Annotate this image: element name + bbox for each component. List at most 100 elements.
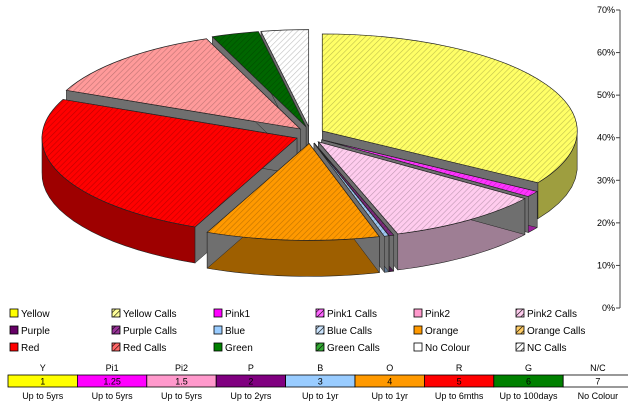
table-code: B xyxy=(317,363,323,373)
table-period: Up to 100days xyxy=(499,391,558,401)
legend-item: Purple xyxy=(9,325,50,337)
legend-item: Yellow xyxy=(9,308,50,320)
legend-item: Orange xyxy=(413,325,459,337)
table-value: 2 xyxy=(248,377,253,387)
legend: Yellow Yellow Calls Pink1 Pink1 Calls Pink2 P… xyxy=(9,308,585,354)
legend-swatch xyxy=(9,325,19,335)
legend-label: Pink2 Calls xyxy=(527,309,577,320)
table-value: 1.25 xyxy=(103,377,121,387)
legend-swatch xyxy=(9,308,19,318)
table-code: Y xyxy=(40,363,46,373)
legend-label: Red Calls xyxy=(123,343,166,354)
legend-item: No Colour xyxy=(413,342,471,354)
legend-label: No Colour xyxy=(425,343,471,354)
legend-label: Purple Calls xyxy=(123,326,177,337)
table-color-cell xyxy=(562,374,628,388)
legend-swatch-hatch xyxy=(112,326,120,334)
legend-item: Yellow Calls xyxy=(111,308,177,320)
legend-label: Green xyxy=(225,343,253,354)
legend-swatch xyxy=(213,342,223,352)
table-value: 1 xyxy=(40,377,45,387)
table-value: 6 xyxy=(526,377,531,387)
legend-label: NC Calls xyxy=(527,343,566,354)
legend-item: Orange Calls xyxy=(515,325,585,337)
axis-tick-label: 60% xyxy=(597,48,615,58)
table-period: No Colour xyxy=(578,391,619,401)
legend-swatch-hatch xyxy=(112,309,120,317)
legend-item: Red xyxy=(9,342,39,354)
table-code: O xyxy=(386,363,393,373)
legend-swatch xyxy=(413,342,423,352)
table-code: Pi2 xyxy=(175,363,188,373)
legend-item: Red Calls xyxy=(111,342,166,354)
legend-label: Green Calls xyxy=(327,343,380,354)
legend-swatch xyxy=(9,342,19,352)
table-period: Up to 5yrs xyxy=(92,391,134,401)
legend-item: Pink2 Calls xyxy=(515,308,577,320)
legend-item: Green xyxy=(213,342,253,354)
table-period: Up to 5yrs xyxy=(22,391,64,401)
table-code: R xyxy=(456,363,463,373)
table-value: 4 xyxy=(387,377,392,387)
legend-item: Blue xyxy=(213,325,245,337)
axis-tick-label: 50% xyxy=(597,90,615,100)
legend-label: Blue Calls xyxy=(327,326,372,337)
legend-label: Yellow xyxy=(21,309,50,320)
table-value: 5 xyxy=(457,377,462,387)
table-code: Pi1 xyxy=(106,363,119,373)
axis-tick-label: 10% xyxy=(597,260,615,270)
axis-tick-label: 70% xyxy=(597,5,615,15)
legend-item: Pink2 xyxy=(413,308,450,320)
axis-tick-label: 0% xyxy=(602,303,615,313)
table-code: P xyxy=(248,363,254,373)
pie-slice-hatch xyxy=(318,141,525,234)
pie-slice-hatch xyxy=(207,143,380,241)
legend-item: Purple Calls xyxy=(111,325,177,337)
legend-item: NC Calls xyxy=(515,342,566,354)
legend-swatch-hatch xyxy=(516,309,524,317)
legend-label: Yellow Calls xyxy=(123,309,177,320)
table-period: Up to 1yr xyxy=(371,391,408,401)
pie-slice-hatch xyxy=(314,143,394,236)
legend-label: Pink1 xyxy=(225,309,250,320)
pie-slice-hatch xyxy=(321,139,538,197)
legend-label: Pink2 xyxy=(425,309,450,320)
pie-slice-hatch xyxy=(322,33,578,183)
legend-label: Purple xyxy=(21,326,50,337)
legend-item: Blue Calls xyxy=(315,325,372,337)
legend-swatch xyxy=(413,308,423,318)
pie-slice-hatch xyxy=(66,38,301,129)
legend-swatch-hatch xyxy=(516,343,524,351)
legend-item: Pink1 Calls xyxy=(315,308,377,320)
table-period: Up to 2yrs xyxy=(230,391,272,401)
table-value: 3 xyxy=(318,377,323,387)
legend-swatch-hatch xyxy=(316,309,324,317)
legend-label: Orange Calls xyxy=(527,326,585,337)
legend-swatch-hatch xyxy=(112,343,120,351)
percent-axis: 0% 10% 20% 30% 40% 50% 60% 70% xyxy=(597,5,621,313)
axis-tick-label: 20% xyxy=(597,218,615,228)
color-code-table: Y 1 Up to 5yrs Pi1 1.25 Up to 5yrs Pi2 1.5 Up to… xyxy=(7,363,628,401)
legend-label: Pink1 Calls xyxy=(327,309,377,320)
table-value: 7 xyxy=(595,377,600,387)
legend-label: Blue xyxy=(225,326,245,337)
pie-slices xyxy=(41,29,578,277)
table-code: G xyxy=(525,363,532,373)
axis-tick-label: 40% xyxy=(597,133,615,143)
table-period: Up to 6mths xyxy=(435,391,484,401)
axis-tick-label: 30% xyxy=(597,175,615,185)
pie-slice-hatch xyxy=(212,31,307,127)
legend-label: Orange xyxy=(425,326,459,337)
legend-swatch-hatch xyxy=(316,326,324,334)
table-period: Up to 5yrs xyxy=(161,391,203,401)
legend-item: Green Calls xyxy=(315,342,380,354)
table-value: 1.5 xyxy=(175,377,188,387)
pie-slice-hatch xyxy=(260,29,309,127)
legend-swatch xyxy=(213,308,223,318)
table-period: Up to 1yr xyxy=(302,391,339,401)
pie-slice-hatch xyxy=(313,143,389,237)
table-code: N/C xyxy=(590,363,606,373)
legend-swatch-hatch xyxy=(316,343,324,351)
legend-item: Pink1 xyxy=(213,308,250,320)
